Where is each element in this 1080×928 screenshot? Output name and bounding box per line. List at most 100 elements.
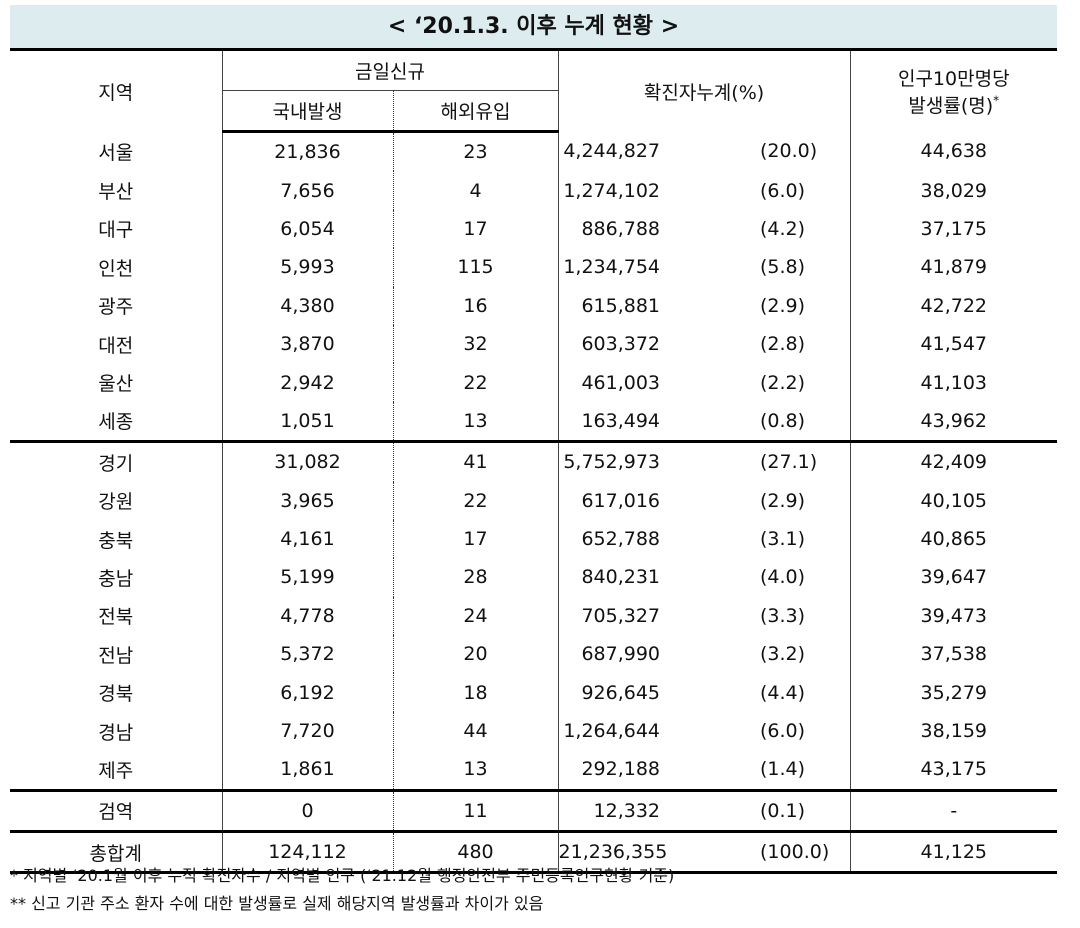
- table-cell: 대구: [10, 209, 223, 249]
- header-cell: 지역: [10, 48, 223, 132]
- table-cell: 7,720: [221, 711, 394, 751]
- table-cell: 40,105: [849, 481, 1058, 520]
- table-row: 인천 5,993 115 1,234,754 (5.8) 41,879: [10, 248, 1058, 287]
- table-cell: 886,788: [557, 209, 719, 249]
- table-cell: 충북: [10, 519, 223, 559]
- footnote: * 지역별 ‘20.1월 이후 누적 확진자수 / 지역별 인구 (‘21.12…: [10, 866, 675, 885]
- table-cell: 37,538: [849, 635, 1058, 674]
- table-cell: 840,231: [557, 558, 719, 597]
- table-cell: 42,722: [849, 286, 1058, 325]
- table-cell: 44: [392, 711, 559, 751]
- table-cell: 1,051: [221, 401, 394, 442]
- table-cell: 5,372: [221, 635, 394, 674]
- table-row: 대전 3,870 32 603,372 (2.8) 41,547: [10, 324, 1058, 364]
- table-cell: 687,990: [557, 635, 719, 674]
- table-cell: 37,175: [849, 209, 1058, 249]
- table-row: 충북 4,161 17 652,788 (3.1) 40,865: [10, 519, 1058, 559]
- table-cell: (0.1): [718, 788, 851, 832]
- table-cell: (5.8): [718, 248, 851, 287]
- table-row: 강원 3,965 22 617,016 (2.9) 40,105: [10, 481, 1058, 520]
- table-cell: 480: [392, 830, 559, 875]
- table-cell: 4,244,827: [557, 131, 719, 172]
- header-cell: 해외유입: [392, 90, 559, 133]
- header-cell: 인구10만명당 발생률(명)*: [849, 48, 1058, 132]
- table-cell: 652,788: [557, 519, 719, 559]
- table-cell: 28: [392, 558, 559, 597]
- table-cell: 11: [392, 788, 559, 832]
- table-row: 검역 0 11 12,332 (0.1) -: [10, 788, 1058, 832]
- table-cell: 부산: [10, 171, 223, 210]
- table-cell: 4,161: [221, 519, 394, 559]
- footnote: ** 신고 기관 주소 환자 수에 대한 발생률로 실제 해당지역 발생률과 차…: [10, 894, 544, 913]
- table-cell: (6.0): [718, 711, 851, 751]
- table-cell: 6,192: [221, 673, 394, 712]
- table-cell: 705,327: [557, 596, 719, 636]
- table-cell: 21,236,355: [557, 830, 719, 875]
- table-cell: 3,965: [221, 481, 394, 520]
- table-row: 부산 7,656 4 1,274,102 (6.0) 38,029: [10, 171, 1058, 210]
- table-row: 울산 2,942 22 461,003 (2.2) 41,103: [10, 363, 1058, 402]
- table: 지역 금일신규 확진자누계(%) 인구10만명당 발생률(명)* 국내발생 해외…: [10, 48, 1058, 875]
- table-cell: 2,942: [221, 363, 394, 402]
- table-cell: (6.0): [718, 171, 851, 210]
- table-row: 대구 6,054 17 886,788 (4.2) 37,175: [10, 209, 1058, 249]
- table-row: 광주 4,380 16 615,881 (2.9) 42,722: [10, 286, 1058, 325]
- table-cell: 617,016: [557, 481, 719, 520]
- table-row: 전남 5,372 20 687,990 (3.2) 37,538: [10, 635, 1058, 674]
- table-cell: 1,264,644: [557, 711, 719, 751]
- table-row: 총합계 124,112 480 21,236,355 (100.0) 41,125: [10, 830, 1058, 875]
- table-cell: 3,870: [221, 324, 394, 364]
- table-cell: 검역: [10, 788, 223, 832]
- table-cell: (3.1): [718, 519, 851, 559]
- table-cell: 울산: [10, 363, 223, 402]
- table-cell: 615,881: [557, 286, 719, 325]
- table-cell: 603,372: [557, 324, 719, 364]
- table-cell: (20.0): [718, 131, 851, 172]
- table-cell: (2.2): [718, 363, 851, 402]
- table-row: 서울 21,836 23 4,244,827 (20.0) 44,638: [10, 131, 1058, 172]
- table-cell: 0: [221, 788, 394, 832]
- table-cell: 18: [392, 673, 559, 712]
- table-body: 서울 21,836 23 4,244,827 (20.0) 44,638 부산 7,656 4 1…: [10, 131, 1058, 875]
- table-cell: 13: [392, 750, 559, 791]
- table-cell: (3.3): [718, 596, 851, 636]
- table-cell: 서울: [10, 131, 223, 172]
- table-cell: 20: [392, 635, 559, 674]
- table-cell: 1,234,754: [557, 248, 719, 287]
- table-cell: 24: [392, 596, 559, 636]
- table-cell: 115: [392, 248, 559, 287]
- table-cell: (4.0): [718, 558, 851, 597]
- header-cell: 금일신규: [221, 48, 559, 91]
- table-cell: 43,962: [849, 401, 1058, 442]
- table-cell: 충남: [10, 558, 223, 597]
- table-cell: 43,175: [849, 750, 1058, 791]
- table-cell: 12,332: [557, 788, 719, 832]
- table-cell: -: [849, 788, 1058, 832]
- table-cell: (27.1): [718, 440, 851, 482]
- table-cell: 5,752,973: [557, 440, 719, 482]
- table-cell: 39,647: [849, 558, 1058, 597]
- table-cell: 제주: [10, 750, 223, 791]
- table-cell: 강원: [10, 481, 223, 520]
- table-cell: 인천: [10, 248, 223, 287]
- table-cell: 38,029: [849, 171, 1058, 210]
- table-cell: (1.4): [718, 750, 851, 791]
- table-cell: 1,861: [221, 750, 394, 791]
- table-cell: 7,656: [221, 171, 394, 210]
- table-row: 경남 7,720 44 1,264,644 (6.0) 38,159: [10, 711, 1058, 751]
- table-cell: 461,003: [557, 363, 719, 402]
- table-cell: 4: [392, 171, 559, 210]
- table-cell: 124,112: [221, 830, 394, 875]
- header-cell: 확진자누계(%): [557, 48, 851, 132]
- table-cell: 광주: [10, 286, 223, 325]
- table-cell: 39,473: [849, 596, 1058, 636]
- table-cell: 38,159: [849, 711, 1058, 751]
- header-text: 발생률(명): [908, 95, 994, 118]
- table-cell: 전북: [10, 596, 223, 636]
- table-cell: 1,274,102: [557, 171, 719, 210]
- table-cell: 41,879: [849, 248, 1058, 287]
- table-cell: 17: [392, 209, 559, 249]
- table-cell: 31,082: [221, 440, 394, 482]
- table-cell: 23: [392, 131, 559, 172]
- table-cell: (2.8): [718, 324, 851, 364]
